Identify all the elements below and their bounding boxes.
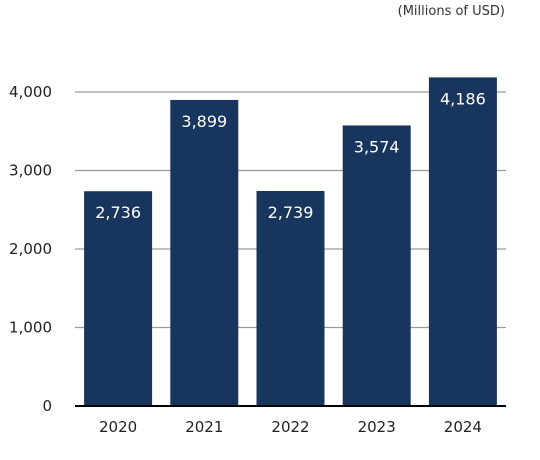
bar-2020 — [84, 191, 153, 406]
unit-label: (Millions of USD) — [397, 4, 505, 19]
y-tick-label-4000: 4,000 — [9, 83, 52, 101]
data-label-2021: 3,899 — [181, 112, 227, 131]
data-label-2022: 2,739 — [268, 203, 314, 222]
bars: 2,736 3,899 2,739 3,574 4,186 — [84, 77, 497, 407]
data-label-2020: 2,736 — [95, 203, 141, 222]
x-tick-label-2023: 2023 — [358, 418, 396, 436]
y-tick-label-2000: 2,000 — [9, 240, 52, 258]
x-tick-label-2022: 2022 — [271, 418, 309, 436]
x-tick-label-2020: 2020 — [99, 418, 137, 436]
bar-2024 — [428, 77, 497, 407]
y-tick-label-1000: 1,000 — [9, 319, 52, 337]
y-tick-label-0: 0 — [42, 397, 52, 415]
bar-2022 — [256, 190, 325, 406]
bar-2023 — [342, 125, 411, 406]
x-tick-label-2024: 2024 — [444, 418, 482, 436]
x-tick-label-2021: 2021 — [185, 418, 223, 436]
axes: 0 1,000 2,000 3,000 4,000 2020 2021 2022 2023 202… — [9, 83, 506, 436]
bar-2021 — [170, 99, 239, 406]
data-label-2024: 4,186 — [440, 89, 486, 108]
y-tick-label-3000: 3,000 — [9, 162, 52, 180]
data-label-2023: 3,574 — [354, 137, 400, 156]
